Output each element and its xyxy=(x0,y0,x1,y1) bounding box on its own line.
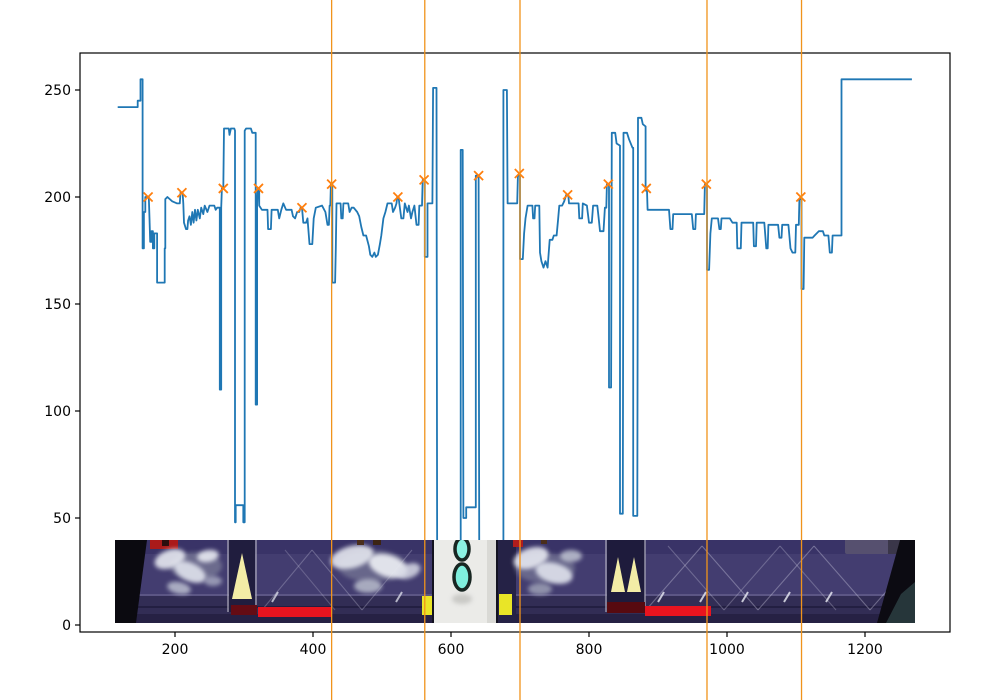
x-marker-icon xyxy=(562,189,573,200)
x-marker-icon xyxy=(218,183,229,194)
x-marker-icon xyxy=(418,174,430,186)
signal-line xyxy=(117,78,912,594)
x-tick-label: 200 xyxy=(162,642,189,658)
y-tick-label: 250 xyxy=(44,83,71,99)
y-tick-label: 200 xyxy=(44,190,71,206)
x-tick-label: 1200 xyxy=(847,642,883,658)
y-tick-label: 150 xyxy=(44,297,71,313)
thumbnail-strip xyxy=(115,540,915,623)
y-tick-label: 100 xyxy=(44,404,71,420)
x-marker-icon xyxy=(514,168,525,179)
x-marker-icon xyxy=(603,179,614,190)
x-tick-label: 600 xyxy=(438,642,465,658)
axes-frame xyxy=(79,52,951,633)
x-marker-icon xyxy=(142,191,154,203)
x-marker-icon xyxy=(701,179,712,190)
x-marker-icon xyxy=(473,170,484,181)
x-marker-icon xyxy=(253,183,264,194)
axis-ticks: 200 400 600 800 1000 1200 0 50 100 150 200 250 xyxy=(44,83,883,658)
y-tick-label: 50 xyxy=(53,511,71,527)
plot-area xyxy=(115,78,915,623)
x-marker-icon xyxy=(795,191,806,203)
x-tick-label: 400 xyxy=(300,642,327,658)
x-marker-icon xyxy=(296,202,308,213)
y-tick-label: 0 xyxy=(62,618,71,634)
x-marker-icon xyxy=(392,191,404,203)
x-marker-icon xyxy=(176,187,188,198)
x-tick-label: 800 xyxy=(576,642,603,658)
beat-vlines xyxy=(330,0,803,700)
x-tick-label: 1000 xyxy=(709,642,745,658)
x-marker-icon xyxy=(641,183,652,194)
